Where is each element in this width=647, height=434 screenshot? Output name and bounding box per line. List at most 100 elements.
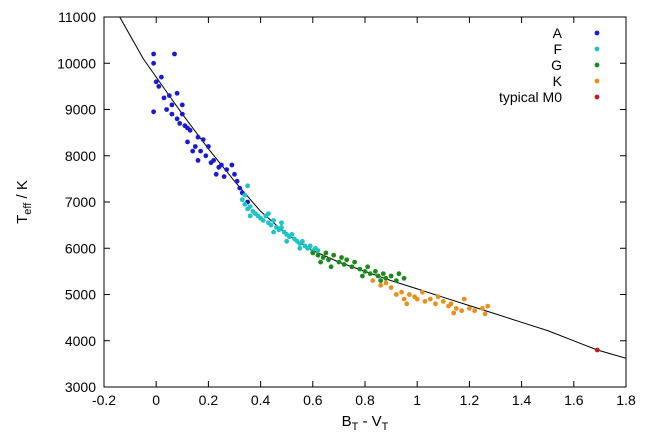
y-tick-label: 9000: [65, 102, 96, 118]
x-tick-label: 0.8: [355, 392, 375, 408]
x-tick-label: 0.2: [199, 392, 219, 408]
point-k: [378, 282, 384, 288]
x-axis-label: BT - VT: [342, 413, 389, 433]
point-k: [401, 296, 407, 302]
y-tick-label: 7000: [65, 194, 96, 210]
point-g: [380, 271, 386, 277]
axes-layer: -0.2 0 0.2 0.4 0.6 0.8 1 1.2 1.4 1.6 1.8 3000 4000 50…: [14, 9, 636, 433]
point-a: [224, 167, 230, 173]
point-g: [352, 259, 357, 265]
point-k: [420, 289, 425, 295]
point-a: [174, 90, 180, 96]
point-k: [448, 301, 454, 307]
point-f: [279, 225, 284, 230]
point-f: [315, 248, 321, 254]
point-f: [279, 220, 284, 226]
point-g: [373, 269, 378, 274]
point-k: [404, 301, 410, 307]
point-a: [151, 51, 157, 57]
point-a: [234, 178, 240, 184]
point-g: [310, 250, 316, 256]
point-g: [401, 275, 407, 281]
point-k: [485, 303, 491, 309]
point-f: [242, 201, 248, 207]
point-a: [151, 60, 157, 66]
point-a: [161, 95, 167, 101]
point-g: [362, 269, 368, 274]
point-a: [156, 84, 162, 89]
point-g: [315, 252, 321, 258]
point-k: [461, 296, 467, 302]
point-a: [195, 134, 201, 140]
point-a: [213, 171, 219, 177]
point-k: [480, 306, 485, 311]
x-tick-label: 0: [152, 392, 160, 408]
point-g: [357, 266, 363, 272]
point-a: [166, 93, 172, 98]
point-k: [383, 280, 389, 286]
point-g: [339, 255, 344, 260]
point-k: [435, 294, 441, 300]
point-f: [247, 213, 253, 219]
point-f: [247, 204, 253, 210]
point-a: [203, 153, 209, 159]
point-k: [393, 292, 399, 297]
point-a: [229, 162, 235, 168]
point-g: [344, 257, 350, 263]
y-tick-label: 8000: [65, 148, 96, 164]
point-g: [341, 262, 347, 267]
point-f: [242, 192, 248, 198]
point-a: [211, 158, 217, 163]
x-tick-label: 1.6: [564, 392, 584, 408]
point-a: [190, 148, 196, 154]
point-a: [192, 144, 198, 149]
legend-marker: [594, 78, 600, 84]
point-f: [245, 183, 251, 189]
point-a: [164, 107, 170, 112]
point-f: [289, 232, 295, 237]
point-a: [177, 121, 183, 126]
point-g: [383, 275, 389, 281]
point-g: [396, 271, 402, 277]
y-tick-label: 4000: [65, 333, 96, 349]
legend-label: K: [553, 73, 563, 89]
legend-marker: [594, 62, 600, 68]
point-a: [174, 116, 180, 122]
point-k: [433, 301, 438, 307]
y-tick-label: 6000: [65, 240, 96, 256]
fit-curve-layer: [119, 17, 626, 359]
point-a: [179, 111, 185, 117]
points-layer: [151, 51, 600, 353]
y-tick-label: 11000: [58, 9, 96, 25]
point-k: [427, 296, 433, 302]
point-f: [266, 211, 271, 217]
plot-frame: [103, 16, 627, 388]
point-g: [328, 264, 334, 270]
point-typical-m0: [594, 347, 600, 353]
legend-marker: [594, 94, 600, 100]
point-g: [378, 278, 384, 283]
point-f: [239, 197, 245, 203]
point-a: [198, 148, 204, 154]
point-a: [159, 74, 164, 80]
point-a: [206, 144, 211, 149]
point-f: [268, 222, 274, 228]
x-tick-label: 1.8: [616, 392, 636, 408]
point-k: [388, 285, 394, 290]
point-k: [399, 289, 404, 295]
x-tick-label: 1: [413, 392, 421, 408]
point-f: [271, 218, 276, 223]
point-k: [414, 296, 420, 302]
point-g: [336, 259, 342, 265]
point-k: [370, 278, 376, 283]
point-k: [440, 299, 446, 304]
point-f: [297, 245, 303, 251]
point-a: [221, 174, 227, 180]
point-g: [367, 271, 373, 277]
point-g: [318, 259, 323, 265]
point-a: [179, 102, 185, 108]
point-g: [349, 264, 355, 270]
point-a: [232, 171, 237, 177]
